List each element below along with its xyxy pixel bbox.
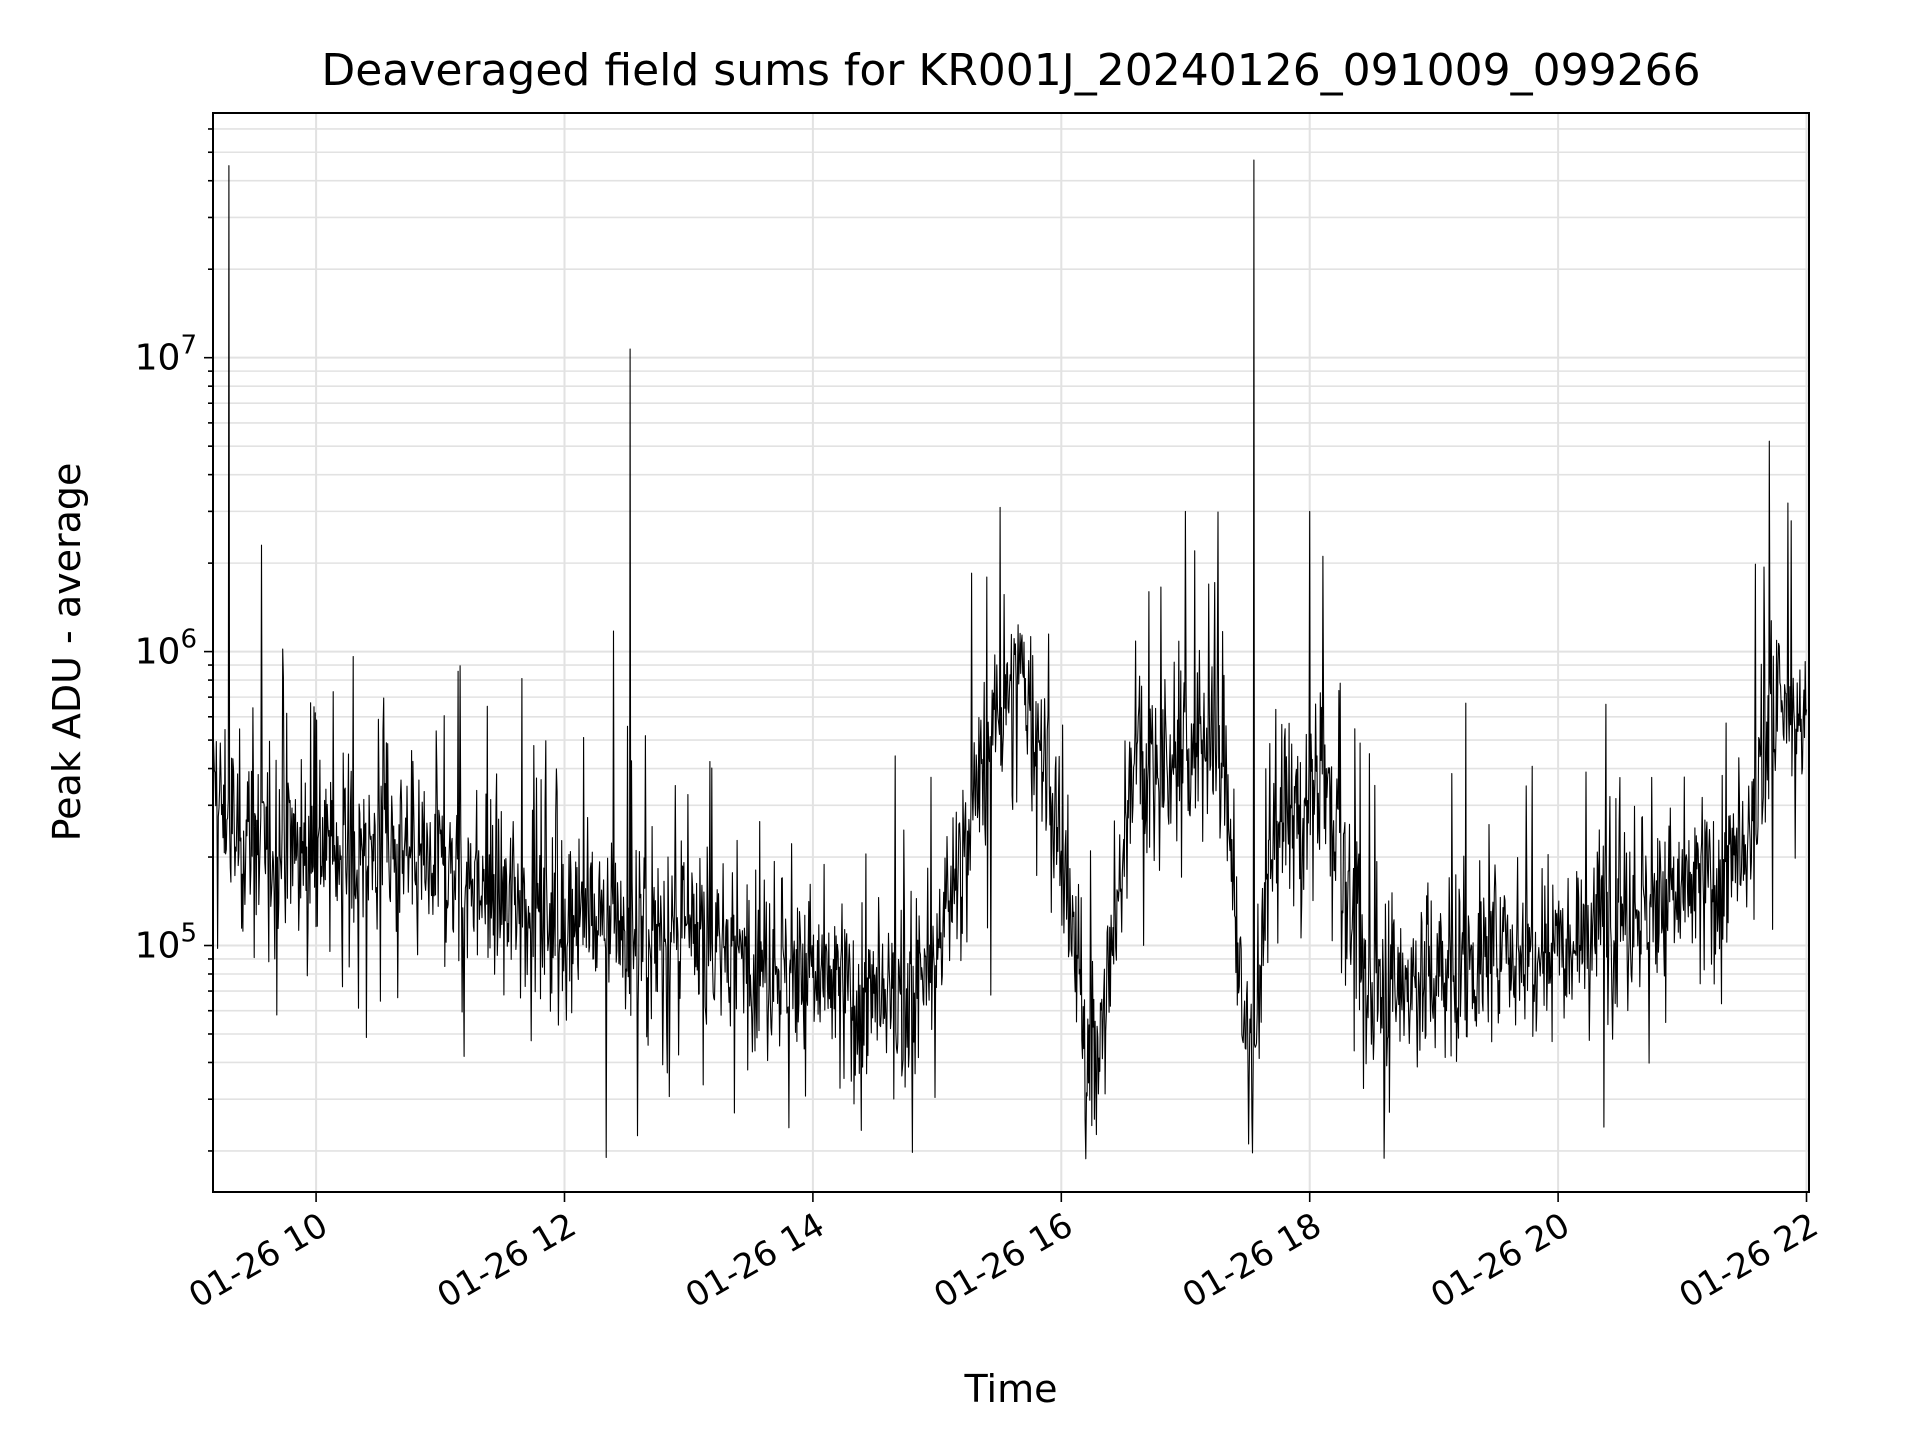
x-axis-label: Time bbox=[964, 1367, 1058, 1411]
series-layer bbox=[212, 159, 1808, 1160]
series-line bbox=[212, 159, 1808, 1160]
y-tick-label: 106 bbox=[135, 625, 197, 673]
grid-layer bbox=[213, 113, 1809, 1192]
y-tick-label: 107 bbox=[135, 331, 197, 379]
plot-frame bbox=[212, 112, 1810, 1193]
chart-title: Deaveraged field sums for KR001J_2024012… bbox=[321, 45, 1700, 96]
y-axis-label: Peak ADU - average bbox=[45, 463, 89, 842]
y-tick-label: 105 bbox=[135, 919, 197, 967]
